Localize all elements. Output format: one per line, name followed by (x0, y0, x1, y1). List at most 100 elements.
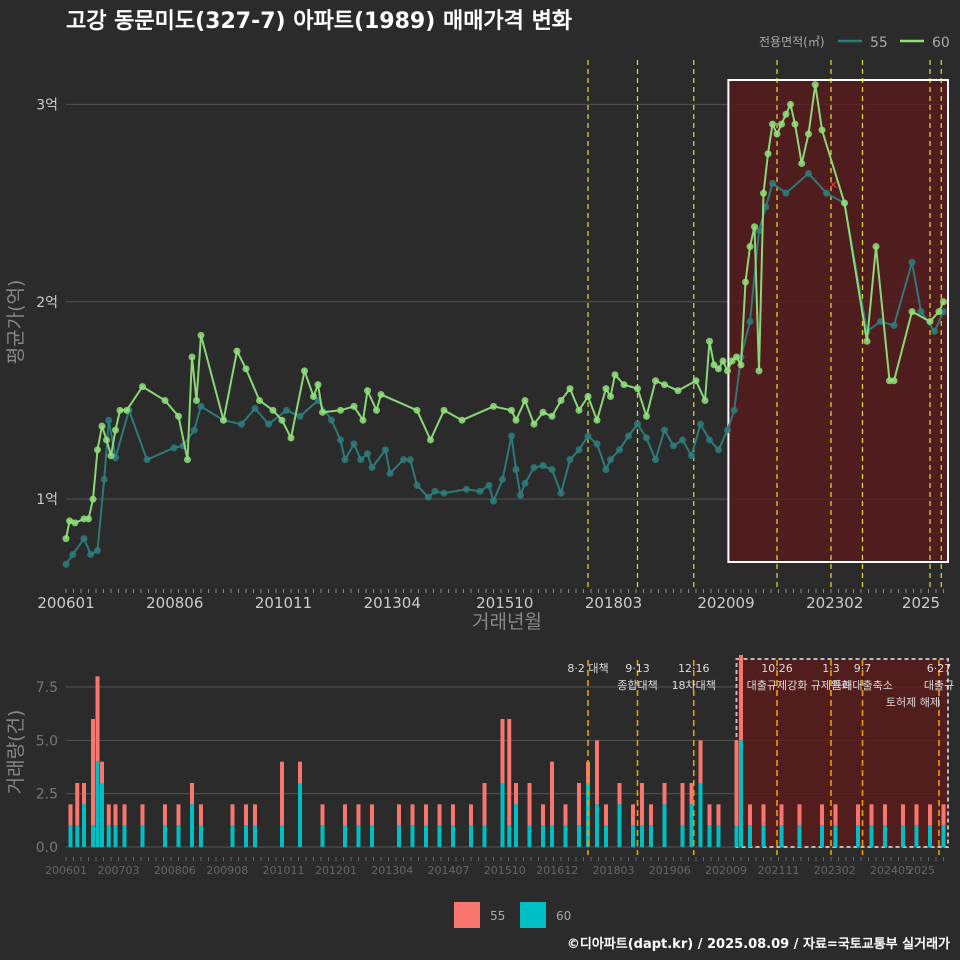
bar-60 (631, 825, 635, 847)
data-point-60 (863, 337, 871, 345)
bar-60 (914, 825, 919, 847)
data-point-55 (593, 440, 601, 448)
bar-60 (82, 804, 86, 847)
bar-60 (320, 825, 325, 847)
data-point-60 (242, 365, 250, 373)
data-point-60 (575, 406, 583, 414)
bar-60 (649, 825, 653, 847)
bar-60 (856, 825, 860, 847)
bar-60 (617, 804, 622, 847)
data-point-55 (575, 446, 583, 454)
data-point-55 (539, 462, 547, 470)
data-point-60 (706, 337, 713, 345)
bar-55 (883, 804, 887, 826)
top-legend: 전용면적(㎡) 55 60 (759, 35, 950, 51)
bar-60 (280, 825, 284, 847)
bar-60 (941, 825, 946, 847)
data-point-60 (337, 406, 344, 414)
data-point-55 (931, 327, 938, 335)
data-point-55 (440, 489, 448, 497)
data-point-60 (116, 406, 124, 414)
data-point-60 (652, 377, 659, 385)
policy-event-date: 12·16 (678, 662, 710, 675)
data-point-60 (220, 416, 227, 424)
data-point-55 (688, 452, 695, 460)
data-point-60 (233, 347, 241, 355)
bar-55 (397, 804, 401, 826)
bar-60 (356, 825, 361, 847)
data-point-60 (940, 298, 947, 306)
data-point-60 (798, 160, 806, 168)
data-point-60 (373, 406, 380, 414)
bar-55 (649, 804, 653, 826)
data-point-55 (431, 487, 439, 495)
data-point-60 (112, 426, 119, 434)
data-point-55 (566, 456, 574, 464)
data-point-60 (413, 406, 421, 414)
bar-55 (356, 804, 361, 826)
data-point-60 (508, 406, 515, 414)
y-tick-label: 7.5 (36, 680, 58, 696)
data-point-55 (607, 456, 614, 464)
bar-60 (820, 825, 824, 847)
data-point-55 (265, 420, 272, 428)
bar-55 (298, 761, 302, 783)
bar-60 (662, 804, 667, 847)
bar-60 (343, 825, 347, 847)
bar-legend: 55 60 (454, 902, 571, 928)
data-point-60 (427, 436, 434, 444)
policy-event-date: 8·2 대책 (567, 662, 608, 675)
data-point-60 (71, 519, 79, 527)
policy-event-name: 특례대출축소 (832, 679, 893, 692)
data-point-60 (746, 242, 754, 250)
data-point-60 (773, 130, 781, 138)
x-tick-label: 201803 (585, 594, 642, 612)
data-point-60 (818, 126, 826, 134)
data-point-60 (710, 361, 718, 369)
bar-55 (95, 676, 100, 762)
data-point-60 (107, 452, 115, 460)
bar-55 (707, 804, 712, 826)
data-point-60 (791, 120, 799, 128)
data-point-55 (706, 436, 713, 444)
data-point-55 (143, 456, 151, 464)
bar-60 (595, 804, 599, 847)
bar-legend-label-55: 55 (490, 909, 505, 923)
data-point-60 (733, 353, 740, 361)
x-tick-label: 202009 (705, 864, 747, 877)
bar-55 (941, 804, 946, 826)
bar-55 (451, 804, 455, 826)
data-point-55 (350, 440, 358, 448)
data-point-60 (269, 406, 277, 414)
volume-highlight-box (735, 658, 949, 848)
x-tick-label: 201011 (255, 594, 312, 612)
data-point-55 (80, 535, 88, 543)
data-point-55 (697, 420, 704, 428)
y-tick-label: 5.0 (36, 733, 58, 749)
x-tick-label: 202111 (758, 864, 800, 877)
data-point-60 (764, 150, 772, 158)
data-point-55 (508, 432, 515, 440)
data-point-55 (62, 560, 70, 568)
data-point-60 (778, 120, 785, 128)
bar-55 (230, 804, 235, 826)
bar-60 (604, 825, 608, 847)
data-point-55 (670, 442, 677, 450)
bar-55 (100, 761, 104, 783)
legend-label-55: 55 (870, 35, 888, 51)
x-tick-label: 200806 (154, 864, 196, 877)
x-axis-label: 거래년월 (472, 611, 542, 633)
bar-55 (541, 804, 545, 826)
data-point-60 (98, 422, 106, 430)
bar-60 (748, 825, 752, 847)
data-point-60 (521, 396, 529, 404)
bar-55 (833, 804, 838, 826)
bar-60 (716, 825, 721, 847)
bar-60 (298, 783, 302, 847)
x-tick-label: 200703 (98, 864, 140, 877)
bar-60 (244, 825, 248, 847)
bar-legend-swatch-60 (520, 902, 546, 928)
x-tick-label: 2025 (907, 864, 935, 877)
bar-55 (140, 804, 145, 826)
